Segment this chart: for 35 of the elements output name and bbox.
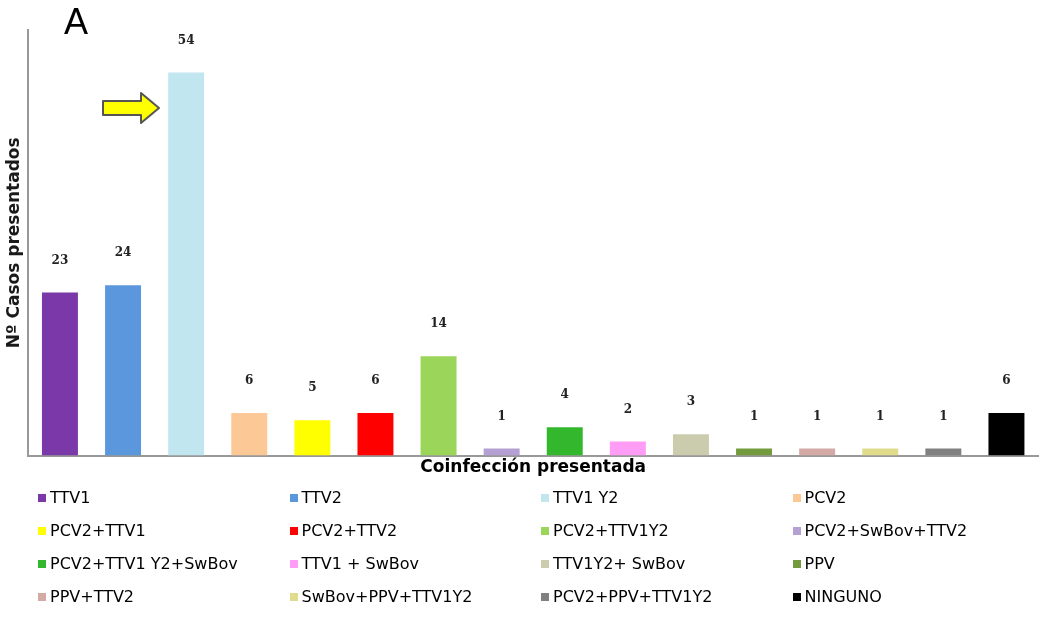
- legend-label: PCV2+SwBov+TTV2: [804, 521, 968, 540]
- data-label: 14: [430, 316, 447, 331]
- legend-label: TTV1 + SwBov: [301, 554, 419, 573]
- x-axis-title: Coinfección presentada: [420, 456, 647, 477]
- legend-label: TTV1: [50, 488, 91, 507]
- legend-label: PCV2+TTV2: [301, 521, 398, 540]
- legend-label: PCV2+PPV+TTV1Y2: [553, 587, 713, 606]
- legend-label: TTV2: [301, 488, 342, 507]
- data-label: 24: [114, 245, 132, 260]
- legend-label: PCV2+TTV1Y2: [553, 521, 669, 540]
- data-label: 1: [749, 408, 759, 423]
- legend-label: SwBov+PPV+TTV1Y2: [301, 587, 473, 606]
- legend-label: TTV1 Y2: [553, 488, 619, 507]
- data-label: 6: [371, 373, 380, 388]
- legend-label: PCV2: [804, 488, 847, 507]
- legend-label: PCV2+TTV1 Y2+SwBov: [50, 554, 238, 573]
- data-label: 4: [560, 387, 569, 402]
- data-label: 2: [623, 401, 633, 416]
- data-label: 1: [876, 408, 885, 423]
- data-label: 6: [1002, 373, 1011, 388]
- data-label: 6: [245, 373, 254, 388]
- data-label: 54: [177, 32, 195, 47]
- data-label: 3: [686, 394, 696, 409]
- data-label: 5: [308, 380, 317, 395]
- legend-label: TTV1Y2+ SwBov: [553, 554, 686, 573]
- y-axis-title: Nº Casos presentados: [2, 137, 23, 349]
- data-label: 1: [497, 408, 506, 423]
- legend-label: PPV+TTV2: [50, 587, 135, 606]
- data-label: 1: [812, 408, 822, 423]
- data-label: 1: [939, 408, 948, 423]
- legend-label: PCV2+TTV1: [50, 521, 146, 540]
- legend-label: PPV: [804, 554, 835, 573]
- legend-label: NINGUNO: [804, 587, 882, 606]
- data-label: 23: [51, 252, 69, 267]
- annotation: A: [64, 0, 89, 42]
